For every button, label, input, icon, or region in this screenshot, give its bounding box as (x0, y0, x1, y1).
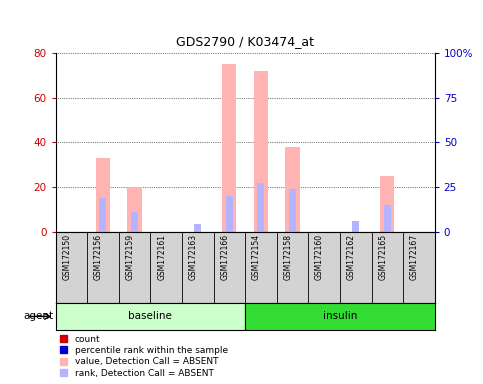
Bar (99, 198, 106, 232)
Bar (245, 303, 435, 330)
Text: GSM172160: GSM172160 (315, 234, 324, 280)
Text: GSM172159: GSM172159 (126, 234, 135, 280)
Text: agent: agent (23, 311, 53, 321)
Text: GDS2790 / K03474_at: GDS2790 / K03474_at (176, 35, 314, 48)
Bar (222, 64, 237, 232)
Text: GSM172166: GSM172166 (220, 234, 229, 280)
Bar (56, 303, 245, 330)
Bar (128, 187, 142, 232)
Bar (226, 196, 233, 232)
Text: GSM172165: GSM172165 (378, 234, 387, 280)
Bar (289, 189, 296, 232)
Bar (257, 183, 264, 232)
Legend: count, percentile rank within the sample, value, Detection Call = ABSENT, rank, : count, percentile rank within the sample… (60, 335, 227, 377)
Text: GSM172163: GSM172163 (189, 234, 198, 280)
Text: GSM172154: GSM172154 (252, 234, 261, 280)
Text: insulin: insulin (323, 311, 357, 321)
Bar (131, 212, 138, 232)
Text: GSM172167: GSM172167 (410, 234, 419, 280)
Bar (96, 158, 110, 232)
Text: GSM172156: GSM172156 (94, 234, 103, 280)
Text: GSM172158: GSM172158 (284, 234, 293, 280)
Bar (194, 224, 201, 232)
Text: baseline: baseline (128, 311, 172, 321)
Bar (285, 147, 299, 232)
Text: GSM172162: GSM172162 (347, 234, 355, 280)
Bar (380, 176, 395, 232)
Bar (352, 221, 359, 232)
Text: GSM172161: GSM172161 (157, 234, 166, 280)
Bar (254, 71, 268, 232)
Text: GSM172150: GSM172150 (62, 234, 71, 280)
Bar (384, 205, 391, 232)
